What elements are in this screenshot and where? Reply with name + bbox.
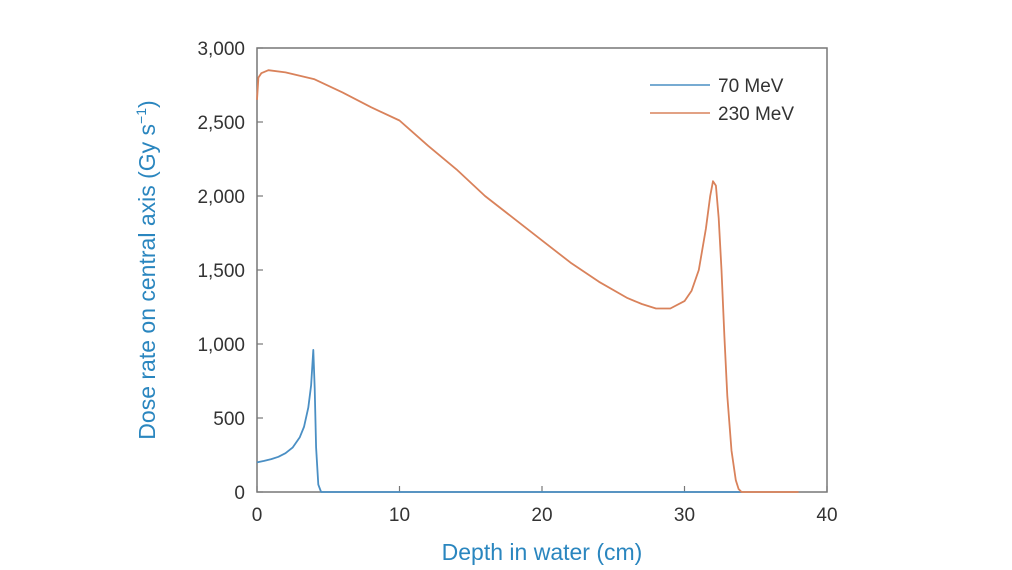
x-tick-label: 20	[531, 505, 552, 526]
y-tick-label: 1,000	[197, 335, 245, 356]
y-tick-label: 2,500	[197, 113, 245, 134]
y-tick-label: 3,000	[197, 39, 245, 60]
y-axis-label-main: Dose rate on central axis (Gy s	[134, 124, 160, 440]
series-layer	[256, 69, 799, 493]
series-line-70mev	[256, 349, 742, 493]
x-tick-label: 40	[816, 505, 837, 526]
y-axis-ticks: 0 500 1,000 1,500 2,000 2,500 3,000	[197, 39, 263, 504]
x-tick-label: 30	[674, 505, 695, 526]
y-tick-label: 0	[234, 483, 245, 504]
y-axis-label: Dose rate on central axis (Gy s−1)	[133, 100, 160, 439]
y-axis-label-sup: −1	[133, 108, 149, 124]
y-tick-label: 2,000	[197, 187, 245, 208]
x-axis-ticks: 0 10 20 30 40	[252, 486, 838, 526]
legend-label-230mev: 230 MeV	[718, 104, 794, 125]
series-line-230mev	[256, 69, 799, 493]
legend-label-70mev: 70 MeV	[718, 76, 784, 97]
x-tick-label: 0	[252, 505, 263, 526]
legend: 70 MeV 230 MeV	[650, 76, 794, 125]
y-tick-label: 500	[213, 409, 245, 430]
y-tick-label: 1,500	[197, 261, 245, 282]
x-tick-label: 10	[389, 505, 410, 526]
y-axis-label-close: )	[134, 100, 160, 108]
x-axis-label: Depth in water (cm)	[442, 539, 643, 565]
